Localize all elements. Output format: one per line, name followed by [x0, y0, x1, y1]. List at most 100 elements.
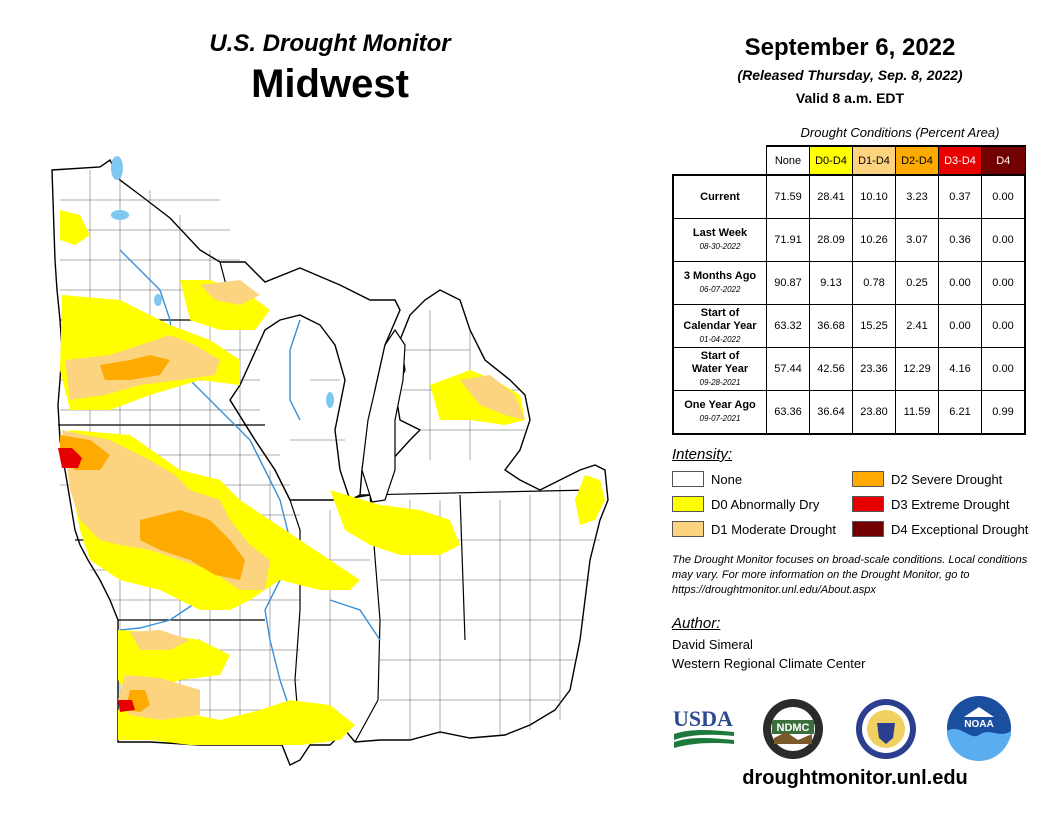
table-row: Start of Water Year 09-28-2021 57.44 42.56 2… [672, 347, 1026, 391]
site-url[interactable]: droughtmonitor.unl.edu [742, 767, 968, 789]
table-corner [673, 146, 767, 175]
d3-areas [58, 448, 135, 712]
table-cell: 10.10 [852, 174, 896, 219]
table-body: Current 71.59 28.41 10.10 3.23 0.37 0.00 Last W… [672, 174, 1026, 435]
legend-title: Intensity: [672, 446, 733, 463]
row-date: 06-07-2022 [699, 285, 741, 294]
legend-label: D4 Exceptional Drought [891, 521, 1029, 537]
table-cell: 2.41 [895, 304, 939, 348]
col-d3-d4: D3-D4 [938, 145, 982, 176]
legend-item: None [672, 471, 742, 487]
legend-item: D3 Extreme Drought [852, 496, 1010, 512]
legend-swatch [852, 521, 884, 537]
table-row: Last Week 08-30-2022 71.91 28.09 10.26 3.07 0.… [672, 218, 1026, 262]
row-label: Last Week 08-30-2022 [672, 218, 767, 262]
table-cell: 3.23 [895, 174, 939, 219]
table-row: One Year Ago 09-07-2021 63.36 36.64 23.80 11.… [672, 390, 1026, 435]
table-cell: 0.99 [981, 390, 1026, 435]
legend-label: None [711, 471, 743, 487]
region-title: Midwest [251, 62, 409, 106]
legend-label: D3 Extreme Drought [891, 496, 1010, 512]
table-cell: 0.00 [981, 261, 1026, 305]
col-d1-d4: D1-D4 [852, 145, 896, 176]
col-d4: D4 [981, 145, 1026, 176]
agency-seal-logo [855, 698, 917, 760]
row-label-text: 3 Months Ago [683, 270, 757, 282]
row-date: 01-04-2022 [699, 334, 741, 344]
row-label: One Year Ago 09-07-2021 [672, 390, 767, 435]
legend-swatch [672, 496, 704, 512]
table-cell: 23.36 [852, 347, 896, 391]
row-label: Start of Water Year 09-28-2021 [672, 347, 767, 391]
table-cell: 0.37 [938, 174, 982, 219]
legend-item: D1 Moderate Drought [672, 521, 836, 537]
table-cell: 0.00 [981, 304, 1026, 348]
row-label-text: Start of Water Year [691, 349, 749, 375]
legend-item: D0 Abnormally Dry [672, 496, 819, 512]
table-cell: 90.87 [766, 261, 810, 305]
table-cell: 71.91 [766, 218, 810, 262]
table-cell: 4.16 [938, 347, 982, 391]
release-date: (Released Thursday, Sep. 8, 2022) [737, 67, 963, 83]
table-cell: 0.25 [895, 261, 939, 305]
ndmc-logo: NDMC [762, 698, 824, 760]
table-row: Start of Calendar Year 01-04-2022 63.32 36.… [672, 304, 1026, 348]
table-cell: 63.36 [766, 390, 810, 435]
disclaimer-note: The Drought Monitor focuses on broad-sca… [672, 554, 1028, 596]
map-date: September 6, 2022 [744, 34, 956, 61]
drought-conditions-table: None D0-D4 D1-D4 D2-D4 D3-D4 D4 Current 7… [672, 145, 1026, 435]
legend-item: D4 Exceptional Drought [852, 521, 1028, 537]
legend-label: D2 Severe Drought [891, 471, 1003, 487]
table-cell: 28.09 [809, 218, 853, 262]
row-date: 09-07-2021 [699, 414, 741, 423]
table-cell: 57.44 [766, 347, 810, 391]
lake-michigan [361, 328, 406, 503]
table-cell: 0.00 [938, 261, 982, 305]
table-cell: 12.29 [895, 347, 939, 391]
legend-swatch [852, 471, 884, 487]
table-cell: 28.41 [809, 174, 853, 219]
table-cell: 63.32 [766, 304, 810, 348]
row-label: 3 Months Ago 06-07-2022 [672, 261, 767, 305]
table-cell: 36.64 [809, 390, 853, 435]
table-caption: Drought Conditions (Percent Area) [800, 125, 1000, 140]
row-label-text: Last Week [692, 227, 748, 239]
legend-swatch [672, 471, 704, 487]
usda-logo-text: USDA [673, 706, 733, 731]
table-cell: 10.26 [852, 218, 896, 262]
col-none: None [766, 145, 810, 176]
table-cell: 0.00 [981, 174, 1026, 219]
table-cell: 3.07 [895, 218, 939, 262]
table-cell: 9.13 [809, 261, 853, 305]
table-cell: 15.25 [852, 304, 896, 348]
table-row: 3 Months Ago 06-07-2022 90.87 9.13 0.78 0.25 0… [672, 261, 1026, 305]
table-cell: 23.80 [852, 390, 896, 435]
noaa-logo-text: NOAA [964, 719, 993, 730]
noaa-logo: NOAA [946, 695, 1012, 761]
drought-map [51, 156, 609, 766]
row-label: Start of Calendar Year 01-04-2022 [672, 304, 767, 348]
ndmc-logo-text: NDMC [777, 722, 810, 734]
row-label-text: Current [700, 190, 740, 203]
legend-label: D0 Abnormally Dry [711, 496, 820, 512]
row-label-text: One Year Ago [684, 399, 756, 411]
legend-item: D2 Severe Drought [852, 471, 1002, 487]
row-date: 09-28-2021 [699, 377, 741, 387]
lakes-small [111, 156, 334, 408]
legend-swatch [852, 496, 884, 512]
table-cell: 0.00 [981, 347, 1026, 391]
author-org: Western Regional Climate Center [672, 656, 866, 671]
row-label: Current [672, 174, 767, 219]
valid-time: Valid 8 a.m. EDT [795, 90, 905, 106]
table-cell: 0.00 [981, 218, 1026, 262]
usda-logo: USDA [672, 702, 736, 748]
table-cell: 0.00 [938, 304, 982, 348]
row-date: 08-30-2022 [699, 242, 741, 251]
col-d2-d4: D2-D4 [895, 145, 939, 176]
table-row: Current 71.59 28.41 10.10 3.23 0.37 0.00 [672, 174, 1026, 219]
map-brand-title: U.S. Drought Monitor [209, 30, 451, 57]
legend-swatch [672, 521, 704, 537]
table-cell: 0.36 [938, 218, 982, 262]
row-label-text: Start of Calendar Year [683, 306, 757, 332]
table-cell: 0.78 [852, 261, 896, 305]
